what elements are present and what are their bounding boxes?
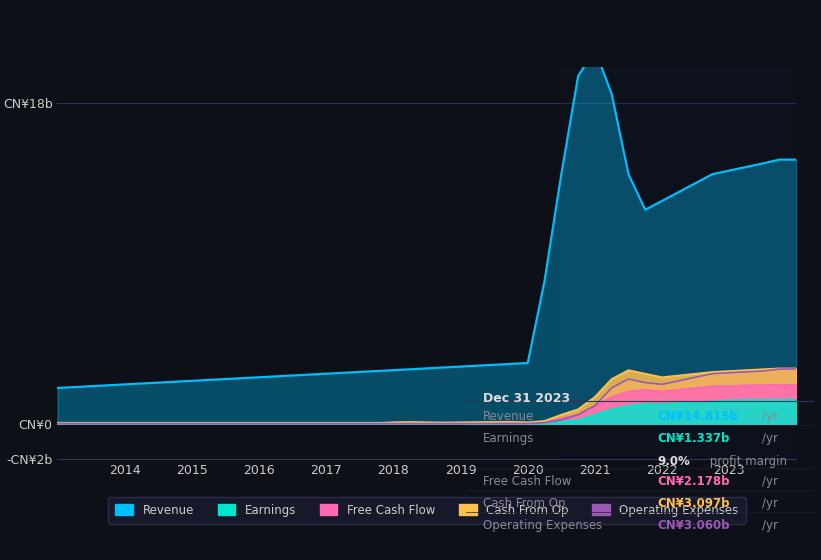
Text: /yr: /yr xyxy=(762,497,778,510)
Text: CN¥3.060b: CN¥3.060b xyxy=(658,519,730,533)
Text: CN¥1.337b: CN¥1.337b xyxy=(658,432,730,445)
Text: 9.0%: 9.0% xyxy=(658,455,690,468)
Text: Operating Expenses: Operating Expenses xyxy=(483,519,602,533)
Text: Earnings: Earnings xyxy=(483,432,534,445)
Text: /yr: /yr xyxy=(762,432,778,445)
Text: CN¥2.178b: CN¥2.178b xyxy=(658,475,730,488)
Text: /yr: /yr xyxy=(762,519,778,533)
Text: CN¥3.097b: CN¥3.097b xyxy=(658,497,730,510)
Legend: Revenue, Earnings, Free Cash Flow, Cash From Op, Operating Expenses: Revenue, Earnings, Free Cash Flow, Cash … xyxy=(108,497,745,524)
Text: /yr: /yr xyxy=(762,410,778,423)
Text: Dec 31 2023: Dec 31 2023 xyxy=(483,392,570,405)
Bar xyxy=(562,67,796,459)
Text: Cash From Op: Cash From Op xyxy=(483,497,566,510)
Text: Free Cash Flow: Free Cash Flow xyxy=(483,475,571,488)
Text: /yr: /yr xyxy=(762,475,778,488)
Text: Revenue: Revenue xyxy=(483,410,534,423)
Text: profit margin: profit margin xyxy=(706,455,787,468)
Text: CN¥14.815b: CN¥14.815b xyxy=(658,410,738,423)
